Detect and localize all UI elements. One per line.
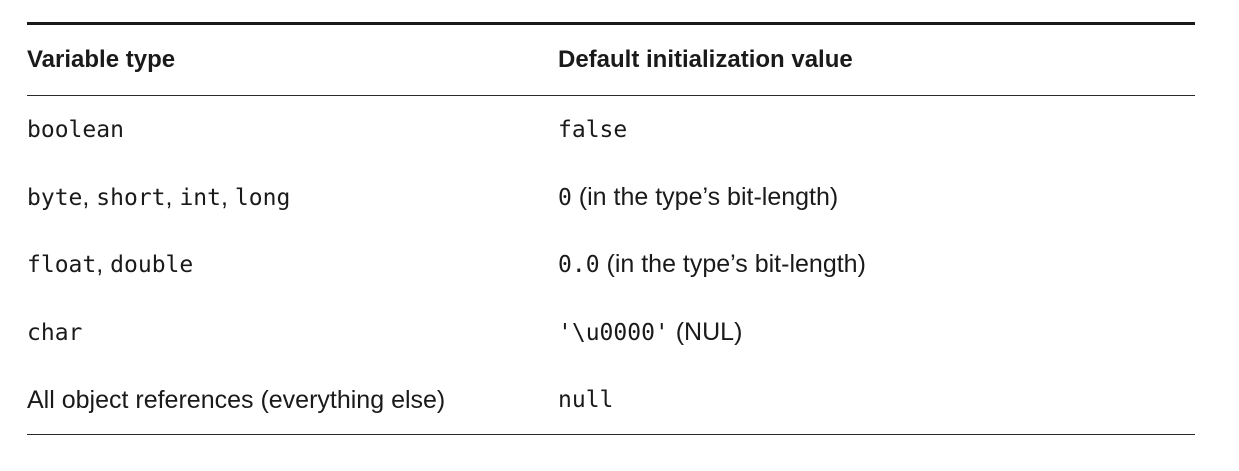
code-token: '\u0000' — [558, 320, 669, 347]
code-token: char — [27, 319, 83, 346]
text-fragment: , — [82, 182, 97, 211]
table-header-row: Variable type Default initialization val… — [27, 25, 1195, 95]
table-row: char '\u0000' (NUL) — [27, 299, 1195, 367]
code-token: int — [179, 184, 221, 211]
code-token: false — [558, 116, 628, 143]
table-body: boolean false byte, short, int, long 0 (in … — [27, 96, 1195, 434]
cell-default-value: 0 (in the type’s bit-length) — [558, 182, 1195, 211]
table-row: float, double 0.0 (in the type’s bit-leng… — [27, 231, 1195, 299]
code-token: short — [96, 184, 166, 211]
code-token: byte — [27, 184, 83, 211]
header-default-value: Default initialization value — [558, 46, 853, 73]
code-token: boolean — [27, 116, 124, 143]
code-token: 0.0 — [558, 252, 600, 279]
text-fragment: (in the type’s bit-length) — [571, 182, 839, 211]
text-fragment: , — [96, 250, 111, 279]
code-token: 0 — [558, 184, 572, 211]
text-fragment: , — [221, 182, 235, 211]
cell-variable-type: char — [27, 321, 558, 345]
text-fragment: (in the type’s bit-length) — [599, 250, 866, 279]
cell-variable-type: boolean — [27, 118, 558, 142]
table-row: boolean false — [27, 96, 1195, 164]
code-token: long — [234, 184, 291, 211]
cell-default-value: 0.0 (in the type’s bit-length) — [558, 252, 1195, 277]
code-token: float — [27, 252, 97, 279]
cell-variable-type: byte, short, int, long — [27, 182, 558, 211]
text-fragment: (NUL) — [668, 318, 743, 347]
text-fragment: All object references (everything else) — [27, 385, 446, 414]
header-variable-type: Variable type — [27, 46, 176, 73]
table-header-rule — [27, 95, 1195, 96]
cell-default-value: null — [558, 388, 1195, 412]
table-top-rule — [27, 22, 1195, 25]
table-bottom-rule — [27, 433, 1195, 435]
table-row: byte, short, int, long 0 (in the type’s b… — [27, 164, 1195, 232]
default-values-table: Variable type Default initialization val… — [27, 22, 1195, 435]
cell-default-value: false — [558, 118, 1195, 142]
cell-variable-type: All object references (everything else) — [27, 385, 558, 414]
cell-variable-type: float, double — [27, 252, 558, 277]
text-fragment: , — [165, 182, 180, 211]
code-token: null — [558, 387, 614, 414]
code-token: double — [110, 252, 194, 279]
table-row: All object references (everything else) n… — [27, 366, 1195, 434]
cell-default-value: '\u0000' (NUL) — [558, 320, 1195, 345]
